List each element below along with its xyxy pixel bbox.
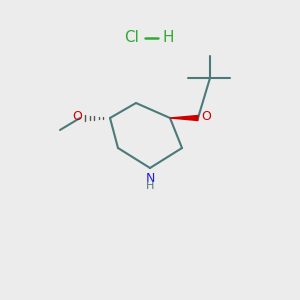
Text: O: O	[72, 110, 82, 124]
Text: Cl: Cl	[124, 31, 140, 46]
Text: N: N	[145, 172, 155, 185]
Text: O: O	[201, 110, 211, 124]
Text: H: H	[146, 181, 154, 191]
Text: H: H	[162, 31, 174, 46]
Polygon shape	[170, 116, 198, 121]
